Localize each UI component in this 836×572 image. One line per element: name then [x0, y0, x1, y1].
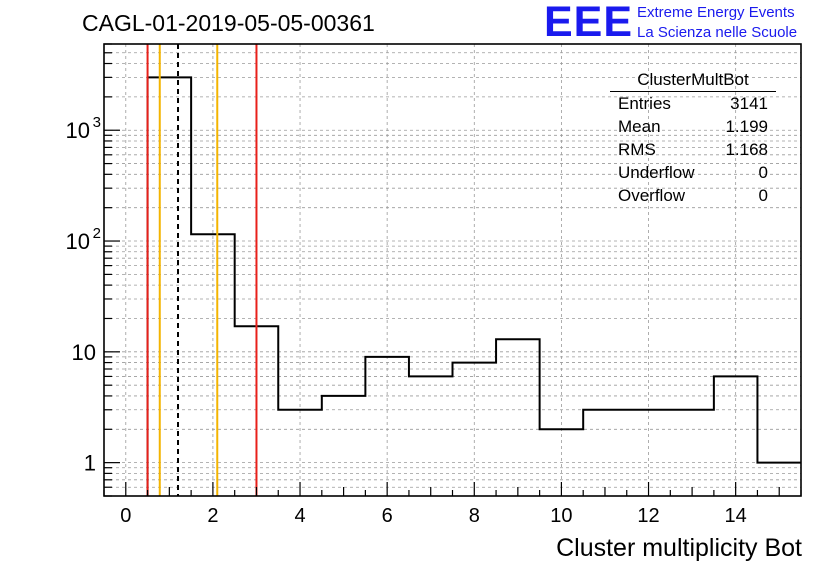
histogram-bin: [322, 396, 366, 496]
run-title: CAGL-01-2019-05-05-00361: [82, 10, 375, 36]
y-tick-label: 10: [66, 118, 90, 143]
histogram-bin: [670, 410, 714, 496]
histogram-bin: [191, 234, 235, 496]
plot-area: [104, 44, 801, 496]
logo-line-1: Extreme Energy Events: [637, 4, 795, 21]
stats-label: Entries: [618, 94, 671, 113]
eee-logo: EEE Extreme Energy Events La Scienza nel…: [544, 0, 834, 46]
histogram-bin: [583, 410, 627, 496]
histogram-bin: [148, 77, 192, 496]
x-axis-label: Cluster multiplicity Bot: [556, 534, 802, 562]
y-tick-exponent: 2: [93, 225, 101, 242]
stats-label: Mean: [618, 117, 661, 136]
stats-row-mean: Mean 1.199: [610, 115, 776, 138]
stats-row-entries: Entries 3141: [610, 92, 776, 115]
stats-row-rms: RMS 1.168: [610, 138, 776, 161]
stats-value: 1.199: [725, 117, 768, 136]
x-tick-label: 0: [120, 505, 131, 527]
stats-row-underflow: Underflow 0: [610, 161, 776, 184]
y-tick-label: 1: [84, 451, 96, 476]
y-tick-exponent: 3: [93, 114, 101, 131]
histogram-bin: [714, 376, 758, 496]
x-tick-label: 12: [637, 505, 659, 527]
histogram-bin: [409, 376, 453, 496]
x-tick-label: 6: [382, 505, 393, 527]
x-tick-label: 2: [207, 505, 218, 527]
stats-label: RMS: [618, 140, 656, 159]
stats-value: 0: [758, 163, 768, 182]
x-tick-label: 14: [725, 505, 747, 527]
stats-box: ClusterMultBot Entries 3141 Mean 1.199 R…: [610, 69, 776, 207]
logo-line-2: La Scienza nelle Scuole: [637, 24, 798, 41]
eee-logo-mark: EEE: [544, 0, 634, 46]
y-tick-label: 10: [72, 340, 96, 365]
x-tick-label: 8: [469, 505, 480, 527]
y-tick-label: 10: [66, 229, 90, 254]
histogram-bin: [453, 363, 497, 496]
histogram-bin: [365, 357, 409, 496]
stats-label: Overflow: [618, 186, 686, 205]
x-tick-label: 10: [550, 505, 572, 527]
stats-title: ClusterMultBot: [610, 69, 776, 92]
x-tick-label: 4: [294, 505, 305, 527]
histogram-bin: [496, 339, 540, 496]
histogram-outline: [146, 76, 801, 496]
stats-row-overflow: Overflow 0: [610, 184, 776, 207]
stats-value: 1.168: [725, 140, 768, 159]
stats-label: Underflow: [618, 163, 695, 182]
stats-value: 0: [758, 186, 768, 205]
stats-value: 3141: [730, 94, 768, 113]
